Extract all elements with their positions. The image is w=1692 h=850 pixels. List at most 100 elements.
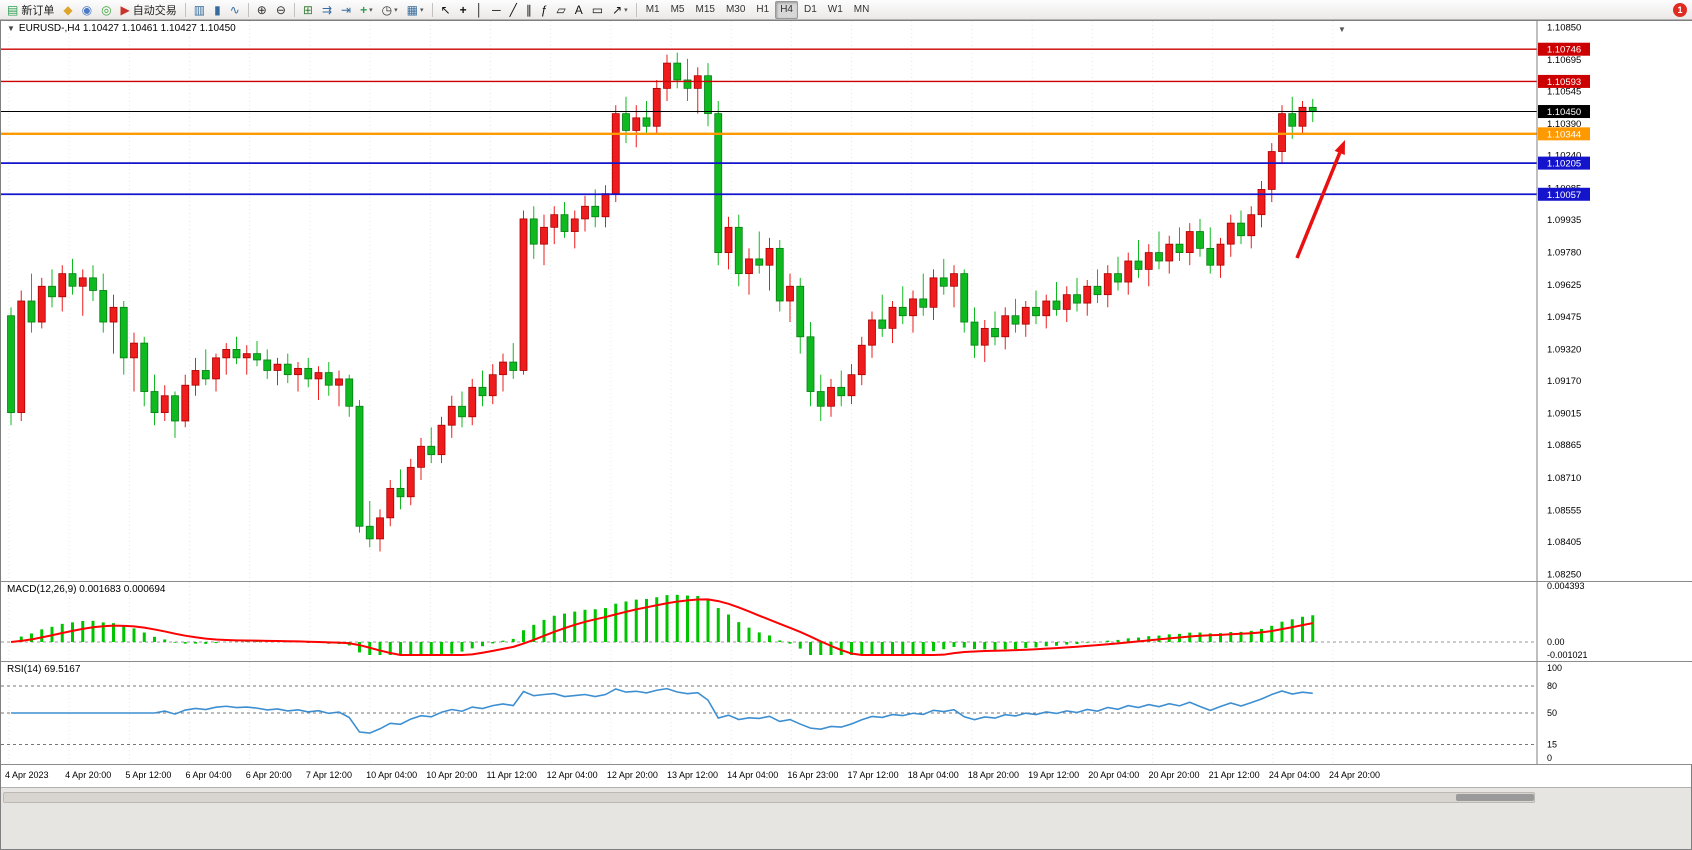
time-tick-label: 10 Apr 20:00 xyxy=(426,770,478,780)
macd-axis[interactable]: 0.004393 0.00 -0.001021 xyxy=(1538,582,1692,661)
svg-text:50: 50 xyxy=(1547,708,1557,718)
svg-text:1.09625: 1.09625 xyxy=(1547,280,1581,291)
rsi-panel[interactable]: RSI(14) 69.5167 100 80 50 15 0 xyxy=(1,661,1692,764)
time-tick-label: 17 Apr 12:00 xyxy=(847,770,899,780)
svg-text:1.10390: 1.10390 xyxy=(1547,119,1581,130)
new-chart-icon: ◆ xyxy=(63,2,73,17)
text-label-button[interactable]: ▭ xyxy=(588,1,607,19)
svg-text:1.08555: 1.08555 xyxy=(1547,505,1581,516)
svg-text:1.09015: 1.09015 xyxy=(1547,409,1581,420)
time-tick-label: 11 Apr 12:00 xyxy=(486,770,537,780)
horizontal-line-icon: ─ xyxy=(492,2,501,17)
svg-text:1.09170: 1.09170 xyxy=(1547,376,1581,387)
time-tick-label: 4 Apr 2023 xyxy=(5,770,49,780)
zoom-out-button[interactable]: ⊖ xyxy=(272,1,290,19)
svg-text:1.09320: 1.09320 xyxy=(1547,344,1581,355)
timeframe-h4-button[interactable]: H4 xyxy=(775,0,798,19)
vertical-gridlines xyxy=(8,582,1334,661)
toolbar-separator xyxy=(184,2,186,17)
toolbar-separator xyxy=(431,2,433,17)
svg-text:1.10240: 1.10240 xyxy=(1547,151,1581,162)
timeframe-w1-button[interactable]: W1 xyxy=(827,4,843,15)
rsi-label: RSI(14) 69.5167 xyxy=(7,664,81,675)
text-icon: A xyxy=(574,2,583,17)
bar-chart-icon: ▥ xyxy=(193,2,206,17)
arrows-button[interactable]: ↗ ▾ xyxy=(608,1,632,19)
time-tick-label: 19 Apr 12:00 xyxy=(1028,770,1080,780)
time-tick-label: 5 Apr 12:00 xyxy=(125,770,172,780)
price-level-badge: 1.10057 xyxy=(1538,187,1590,201)
timeframe-d1-button[interactable]: D1 xyxy=(804,4,817,15)
profiles-icon: ◉ xyxy=(81,2,93,17)
vertical-line-icon: │ xyxy=(475,2,484,17)
h-scrollbar-thumb[interactable] xyxy=(1456,794,1534,801)
timeframe-h1-button[interactable]: H1 xyxy=(756,4,770,15)
trend-arrow-annotation[interactable] xyxy=(1295,140,1345,259)
cursor-button[interactable]: ↖ xyxy=(437,1,455,19)
autotrading-button[interactable]: ▶ 自动交易 xyxy=(117,1,181,19)
vertical-line-button[interactable]: │ xyxy=(472,1,488,19)
indicators-button[interactable]: + ▾ xyxy=(356,1,377,19)
rsi-line xyxy=(11,687,1313,734)
new-order-icon: ▤ xyxy=(7,2,19,17)
one-click-trading-toggle[interactable]: ▼ xyxy=(7,24,15,33)
channel-button[interactable]: ∥ xyxy=(522,1,536,19)
profiles-button[interactable]: ◉ xyxy=(78,1,96,19)
new-order-button[interactable]: ▤ 新订单 xyxy=(3,1,58,19)
trendline-button[interactable]: ╱ xyxy=(506,1,521,19)
candlestick-chart[interactable]: 1.10850 1.10695 1.10545 1.10390 1.10240 1.100… xyxy=(1,21,1692,581)
periods-button[interactable]: ◷ ▾ xyxy=(378,1,402,19)
time-tick-label: 12 Apr 04:00 xyxy=(546,770,598,780)
tile-windows-button[interactable]: ⊞ xyxy=(299,1,317,19)
auto-scroll-button[interactable]: ⇉ xyxy=(318,1,336,19)
svg-text:1.10695: 1.10695 xyxy=(1547,55,1581,66)
chart-shift-icon: ⇥ xyxy=(341,2,352,17)
zoom-out-icon: ⊖ xyxy=(275,2,286,17)
timeframe-m1-button[interactable]: M1 xyxy=(645,4,660,15)
price-level-badge: 1.10344 xyxy=(1538,127,1590,141)
macd-chart: 0.004393 0.00 -0.001021 xyxy=(1,582,1692,661)
new-chart-button[interactable]: ◆ xyxy=(59,1,76,19)
line-chart-button[interactable]: ∿ xyxy=(226,1,244,19)
templates-button[interactable]: ▦ ▾ xyxy=(403,1,428,19)
svg-text:1.09475: 1.09475 xyxy=(1547,312,1581,323)
time-tick-label: 20 Apr 04:00 xyxy=(1088,770,1140,780)
arrow-object-icon: ↗ xyxy=(612,2,623,17)
timeframe-mn-button[interactable]: MN xyxy=(853,4,870,15)
timeframe-m5-button[interactable]: M5 xyxy=(670,4,685,15)
svg-text:-0.001021: -0.001021 xyxy=(1547,650,1588,660)
chart-shift-marker: ▼ xyxy=(1338,25,1346,34)
chart-title-text: EURUSD-,H4 1.10427 1.10461 1.10427 1.104… xyxy=(18,23,236,34)
time-tick-label: 10 Apr 04:00 xyxy=(366,770,418,780)
macd-signal-line xyxy=(10,598,1313,656)
rsi-axis[interactable]: 100 80 50 15 0 xyxy=(1538,662,1692,764)
shapes-button[interactable]: ▱ xyxy=(553,1,570,19)
vertical-gridlines xyxy=(8,662,1334,764)
channel-icon: ∥ xyxy=(525,2,532,17)
crosshair-button[interactable]: + xyxy=(456,1,471,19)
time-tick-label: 13 Apr 12:00 xyxy=(667,770,719,780)
fibonacci-button[interactable]: ƒ xyxy=(537,1,552,19)
horizontal-line-button[interactable]: ─ xyxy=(488,1,505,19)
bar-chart-button[interactable]: ▥ xyxy=(190,1,209,19)
refresh-icon: ◎ xyxy=(101,2,112,17)
time-tick-label: 21 Apr 12:00 xyxy=(1208,770,1260,780)
refresh-button[interactable]: ◎ xyxy=(97,1,115,19)
timeframe-m15-button[interactable]: M15 xyxy=(695,4,715,15)
chart-shift-button[interactable]: ⇥ xyxy=(337,1,355,19)
time-tick-label: 18 Apr 04:00 xyxy=(907,770,959,780)
candlestick-icon: ▮ xyxy=(214,2,221,17)
notification-badge[interactable]: 1 xyxy=(1673,3,1687,17)
zoom-in-button[interactable]: ⊕ xyxy=(253,1,271,19)
price-level-badge: 1.10450 xyxy=(1538,105,1590,119)
price-chart-panel[interactable]: ▼ EURUSD-,H4 1.10427 1.10461 1.10427 1.10… xyxy=(1,21,1692,581)
candlestick-chart-button[interactable]: ▮ xyxy=(210,1,225,19)
h-scrollbar[interactable] xyxy=(3,792,1535,803)
price-axis[interactable]: 1.10850 1.10695 1.10545 1.10390 1.10240 1.100… xyxy=(1538,21,1692,581)
text-button[interactable]: A xyxy=(571,1,587,19)
toolbar: ▤ 新订单 ◆ ◉ ◎ ▶ 自动交易 ▥ ▮ ∿ ⊕ ⊖ ⊞ ⇉ ⇥ + ▾ ◷ ▾ ▦ ▾ ↖ + │ ─ ╱ ∥ ƒ ▱ A ▭ ↗ ▾ M1… xyxy=(0,0,1692,20)
svg-text:1.08405: 1.08405 xyxy=(1547,537,1581,548)
macd-panel[interactable]: MACD(12,26,9) 0.001683 0.000694 0.004393… xyxy=(1,581,1692,661)
time-axis[interactable]: 4 Apr 2023 4 Apr 20:00 5 Apr 12:00 6 Apr 04… xyxy=(1,764,1691,787)
timeframe-m30-button[interactable]: M30 xyxy=(725,4,746,15)
